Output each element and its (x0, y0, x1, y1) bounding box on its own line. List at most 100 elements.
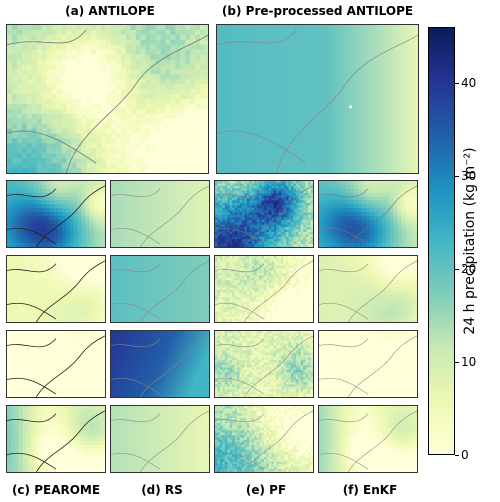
heatmap-cell (96, 69, 102, 75)
heatmap-cell (273, 265, 277, 269)
heatmap-cell (293, 280, 297, 283)
heatmap-cell (271, 241, 275, 245)
heatmap-cell (305, 185, 309, 189)
heatmap-cell (217, 207, 221, 211)
heatmap-cell (268, 294, 272, 298)
heatmap-cell (234, 280, 238, 283)
heatmap-cell (409, 219, 414, 224)
heatmap-cell (401, 259, 406, 265)
heatmap-cell (264, 239, 267, 242)
heatmap-cell (180, 29, 186, 36)
heatmap-cell (276, 239, 279, 242)
heatmap-cell (300, 282, 304, 286)
heatmap-cell (34, 318, 39, 322)
heatmap-cell (310, 260, 313, 264)
heatmap-cell (358, 215, 363, 221)
heatmap-cell (51, 133, 57, 139)
heatmap-cell (175, 99, 181, 105)
heatmap-cell (369, 271, 375, 276)
heatmap-cell (401, 204, 406, 209)
heatmap-cell (217, 272, 221, 276)
heatmap-cell (125, 84, 132, 90)
heatmap-cell (259, 217, 262, 221)
heatmap-cell (81, 275, 86, 280)
heatmap-cell (180, 84, 186, 90)
heatmap-cell (237, 241, 240, 245)
heatmap-cell (358, 283, 363, 288)
heatmap-cell (268, 297, 272, 300)
heatmap-cell (36, 54, 42, 60)
heatmap-cell (251, 193, 255, 196)
heatmap-cell (266, 205, 270, 208)
heatmap-cell (239, 256, 243, 259)
heatmap-cell (10, 283, 16, 288)
heatmap-cell (234, 212, 238, 216)
heatmap-cell (106, 153, 112, 159)
heatmap-cell (7, 314, 12, 319)
heatmap-cell (101, 192, 105, 197)
heatmap-cell (381, 219, 386, 224)
heatmap-cell (385, 204, 390, 209)
heatmap-cell (38, 263, 43, 268)
heatmap-cell (22, 219, 27, 224)
heatmap-cell (283, 214, 287, 218)
heatmap-cell (140, 168, 146, 173)
heatmap-cell (51, 49, 57, 55)
heatmap-cell (125, 79, 132, 85)
heatmap-cell (276, 227, 279, 230)
heatmap-cell (276, 277, 279, 281)
heatmap-cell (366, 279, 371, 284)
heatmap-cell (401, 208, 406, 213)
heatmap-cell (217, 195, 221, 199)
heatmap-cell (271, 210, 275, 213)
heatmap-cell (227, 285, 230, 288)
heatmap-cell (89, 208, 94, 213)
heatmap-cell (7, 49, 13, 55)
heatmap-cell (65, 219, 71, 224)
heatmap-cell (57, 318, 63, 322)
heatmap-cell (405, 271, 410, 276)
heatmap-cell (261, 234, 265, 238)
heatmap-cell (288, 200, 292, 204)
heatmap-cell (61, 310, 67, 315)
heatmap-cell (295, 236, 299, 240)
heatmap-cell (397, 263, 402, 268)
heatmap-cell (85, 290, 90, 296)
heatmap-cell (303, 287, 306, 291)
heatmap-cell (170, 168, 176, 173)
heatmap-cell (81, 259, 86, 265)
heatmap-cell (300, 181, 304, 184)
heatmap-cell (7, 208, 12, 213)
heatmap-cell (303, 229, 306, 233)
heatmap-cell (81, 148, 87, 154)
heatmap-cell (244, 214, 248, 218)
heatmap-cell (241, 304, 245, 308)
heatmap-cell (222, 309, 226, 313)
heatmap-cell (342, 263, 347, 268)
heatmap-cell (389, 208, 394, 213)
heatmap-cell (57, 287, 63, 292)
heatmap-cell (281, 214, 284, 218)
heatmap-cell (217, 311, 221, 315)
heatmap-cell (354, 223, 359, 228)
heatmap-cell (232, 197, 235, 201)
heatmap-cell (288, 231, 292, 235)
heatmap-cell (293, 222, 297, 225)
heatmap-cell (71, 148, 77, 154)
heatmap-cell (77, 212, 82, 217)
heatmap-cell (229, 299, 233, 303)
heatmap-cell (81, 84, 87, 90)
heatmap-cell (244, 294, 248, 298)
heatmap-cell (319, 290, 324, 296)
heatmap-cell (170, 123, 176, 129)
heatmap-cell (413, 235, 417, 240)
heatmap-cell (81, 158, 87, 164)
heatmap-cell (254, 289, 257, 293)
heatmap-cell (66, 118, 72, 124)
heatmap-cell (334, 243, 339, 247)
heatmap-cell (308, 275, 311, 279)
heatmap-cell (34, 235, 39, 240)
heatmap-cell (241, 212, 245, 216)
heatmap-cell (106, 74, 112, 80)
heatmap-cell (261, 236, 265, 240)
